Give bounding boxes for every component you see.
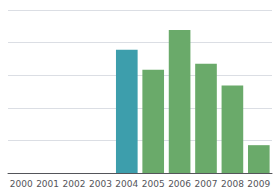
svg-text:2003: 2003 [89, 179, 112, 189]
svg-text:2009: 2009 [247, 179, 270, 189]
svg-text:2001: 2001 [36, 179, 59, 189]
svg-text:2004: 2004 [115, 179, 138, 189]
svg-text:2000: 2000 [10, 179, 33, 189]
svg-text:2006: 2006 [168, 179, 191, 189]
svg-text:2008: 2008 [221, 179, 244, 189]
svg-text:2007: 2007 [195, 179, 218, 189]
svg-text:2002: 2002 [63, 179, 86, 189]
svg-text:2005: 2005 [142, 179, 165, 189]
